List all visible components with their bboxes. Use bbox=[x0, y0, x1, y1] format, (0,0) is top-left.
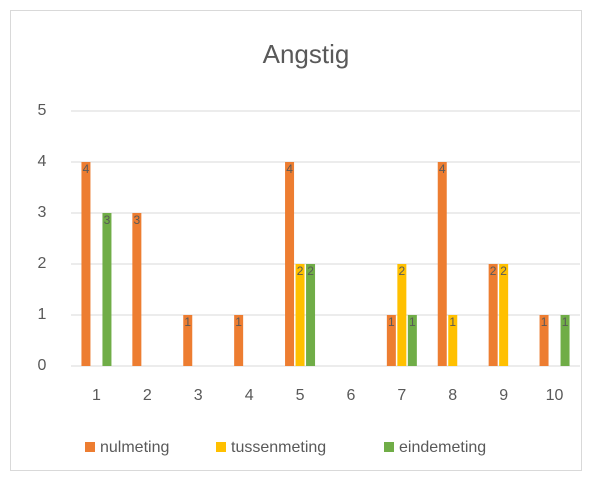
legend-label: tussenmeting bbox=[231, 439, 326, 456]
bar bbox=[295, 264, 305, 366]
x-tick-label: 8 bbox=[448, 387, 457, 404]
x-tick-label: 10 bbox=[546, 387, 564, 404]
x-tick-label: 9 bbox=[499, 387, 508, 404]
bar bbox=[81, 162, 91, 366]
data-label: 1 bbox=[541, 315, 548, 329]
chart-title: Angstig bbox=[263, 39, 350, 69]
bar bbox=[488, 264, 498, 366]
bar bbox=[437, 162, 447, 366]
bar bbox=[234, 315, 244, 366]
bar bbox=[132, 213, 142, 366]
bar bbox=[448, 315, 458, 366]
bar bbox=[306, 264, 316, 366]
bar bbox=[407, 315, 417, 366]
data-label: 2 bbox=[490, 264, 497, 278]
data-label: 4 bbox=[286, 162, 293, 176]
bar bbox=[183, 315, 193, 366]
data-label: 4 bbox=[439, 162, 446, 176]
x-tick-label: 2 bbox=[143, 387, 152, 404]
bar bbox=[397, 264, 407, 366]
x-tick-label: 1 bbox=[92, 387, 101, 404]
y-tick-label: 0 bbox=[38, 357, 47, 374]
y-tick-label: 2 bbox=[38, 255, 47, 272]
bar bbox=[499, 264, 509, 366]
y-tick-label: 3 bbox=[38, 204, 47, 221]
data-label: 2 bbox=[500, 264, 507, 278]
data-label: 1 bbox=[409, 315, 416, 329]
data-label: 1 bbox=[388, 315, 395, 329]
y-tick-label: 4 bbox=[38, 153, 47, 170]
y-tick-label: 5 bbox=[38, 102, 47, 119]
x-tick-label: 6 bbox=[346, 387, 355, 404]
bar bbox=[285, 162, 295, 366]
x-tick-label: 4 bbox=[245, 387, 254, 404]
x-tick-label: 3 bbox=[194, 387, 203, 404]
x-tick-label: 7 bbox=[397, 387, 406, 404]
bar bbox=[560, 315, 570, 366]
data-label: 3 bbox=[104, 213, 111, 227]
data-label: 2 bbox=[297, 264, 304, 278]
data-label: 2 bbox=[399, 264, 406, 278]
x-tick-label: 5 bbox=[296, 387, 305, 404]
legend-label: eindemeting bbox=[399, 439, 486, 456]
data-label: 1 bbox=[449, 315, 456, 329]
y-tick-label: 1 bbox=[38, 306, 47, 323]
data-label: 1 bbox=[235, 315, 242, 329]
data-label: 2 bbox=[307, 264, 314, 278]
legend-swatch bbox=[216, 442, 226, 452]
data-label: 1 bbox=[184, 315, 191, 329]
bar bbox=[102, 213, 112, 366]
data-label: 3 bbox=[134, 213, 141, 227]
legend-swatch bbox=[384, 442, 394, 452]
bar bbox=[386, 315, 396, 366]
data-label: 4 bbox=[83, 162, 90, 176]
bar bbox=[539, 315, 549, 366]
legend-swatch bbox=[85, 442, 95, 452]
data-label: 1 bbox=[562, 315, 569, 329]
legend-label: nulmeting bbox=[100, 439, 169, 456]
